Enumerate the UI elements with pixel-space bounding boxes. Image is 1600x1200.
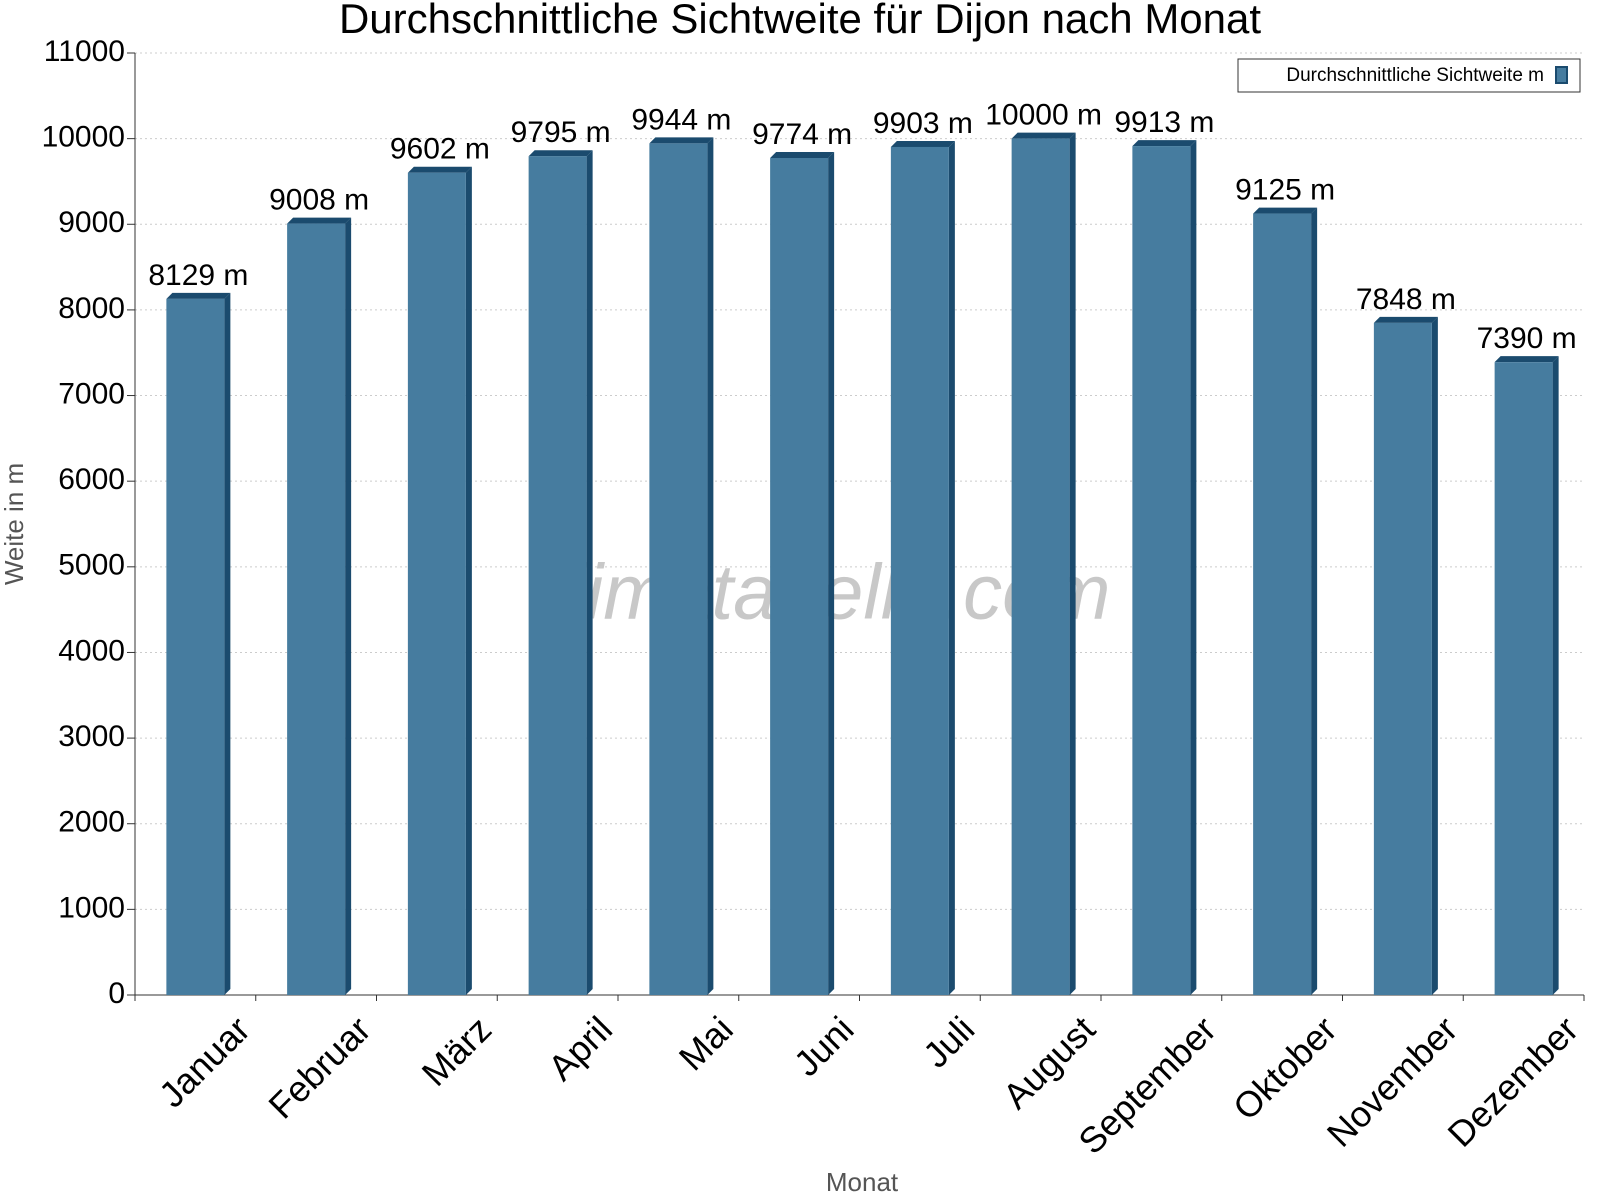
- y-tick-label: 8000: [58, 292, 125, 325]
- value-label: 7390 m: [1477, 322, 1577, 355]
- bar-side: [828, 151, 835, 996]
- bar-side: [1552, 356, 1559, 995]
- bar: [1494, 362, 1553, 995]
- value-label: 9795 m: [511, 116, 611, 149]
- y-tick-label: 2000: [58, 806, 125, 839]
- bar-top: [770, 151, 835, 158]
- value-label: 9913 m: [1114, 106, 1214, 139]
- legend-box: [1237, 58, 1581, 93]
- bar-top: [649, 137, 714, 144]
- bar-side: [1190, 140, 1197, 995]
- value-label: 9008 m: [269, 184, 369, 217]
- y-axis-label: Weite in m: [0, 463, 29, 585]
- value-label: 7848 m: [1356, 283, 1456, 316]
- bar-top: [1011, 132, 1076, 139]
- y-tick-label: 11000: [44, 35, 125, 68]
- y-tick-label: 4000: [58, 634, 125, 667]
- bar-side: [345, 217, 352, 995]
- bar: [770, 157, 829, 996]
- bar: [1373, 322, 1432, 996]
- bar-side: [1311, 207, 1318, 995]
- y-tick-label: 9000: [58, 206, 125, 239]
- value-label: 9944 m: [631, 103, 731, 136]
- y-tick-label: 0: [108, 977, 125, 1010]
- bar: [166, 298, 225, 995]
- bar-top: [407, 166, 472, 173]
- bar-top: [1253, 207, 1318, 214]
- bar-top: [1132, 140, 1197, 147]
- bar-side: [1069, 132, 1076, 996]
- bar-side: [586, 150, 593, 995]
- value-label: 8129 m: [148, 259, 248, 292]
- value-label: 9903 m: [873, 107, 973, 140]
- value-label: 9602 m: [390, 133, 490, 166]
- value-label: 9774 m: [752, 118, 852, 151]
- bar-side: [707, 137, 714, 995]
- value-label: 9125 m: [1235, 173, 1335, 206]
- bar-side: [948, 140, 955, 995]
- bar: [649, 143, 708, 995]
- x-axis-label: Monat: [826, 1167, 899, 1197]
- bar: [1132, 146, 1191, 995]
- value-label: 10000 m: [985, 99, 1102, 132]
- y-tick-label: 5000: [58, 549, 125, 582]
- chart-title: Durchschnittliche Sichtweite für Dijon n…: [339, 0, 1261, 42]
- bar-top: [528, 150, 593, 157]
- y-tick-label: 10000: [42, 121, 125, 154]
- y-tick-label: 7000: [58, 377, 125, 410]
- legend-label: Durchschnittliche Sichtweite m: [1286, 65, 1544, 86]
- y-tick-label: 6000: [58, 463, 125, 496]
- bar-top: [287, 217, 352, 224]
- bar-top: [1494, 356, 1559, 363]
- legend: Durchschnittliche Sichtweite m: [1237, 58, 1581, 93]
- bar-side: [465, 166, 472, 996]
- legend-swatch: [1555, 66, 1568, 84]
- bar: [528, 156, 587, 995]
- bar: [407, 172, 466, 996]
- bar-top: [166, 292, 231, 299]
- bar: [890, 146, 949, 995]
- y-tick-label: 1000: [58, 891, 125, 924]
- bar-side: [1431, 316, 1438, 996]
- bar: [1011, 138, 1070, 996]
- bar-top: [1373, 316, 1438, 323]
- y-tick-label: 3000: [58, 720, 125, 753]
- bar-side: [224, 292, 231, 995]
- bar-top: [890, 140, 955, 147]
- bar: [287, 223, 346, 995]
- bar: [1253, 213, 1312, 995]
